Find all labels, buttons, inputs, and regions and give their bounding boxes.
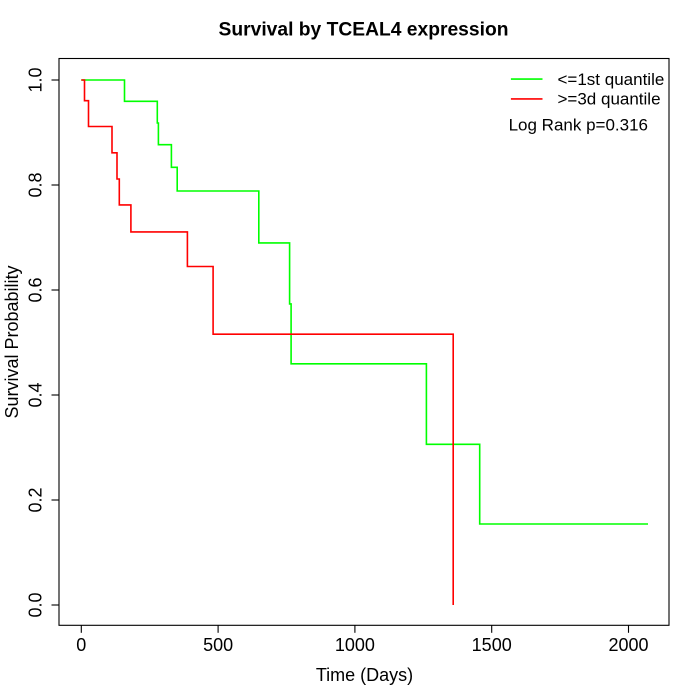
svg-text:1000: 1000 <box>335 635 375 655</box>
svg-text:0: 0 <box>76 635 86 655</box>
svg-text:0.2: 0.2 <box>26 487 46 512</box>
svg-text:Time (Days): Time (Days) <box>316 665 413 685</box>
svg-text:Log Rank p=0.316: Log Rank p=0.316 <box>509 115 648 134</box>
svg-text:1.0: 1.0 <box>26 67 46 92</box>
svg-text:>=3d quantile: >=3d quantile <box>558 89 661 108</box>
svg-text:2000: 2000 <box>608 635 648 655</box>
svg-text:1500: 1500 <box>472 635 512 655</box>
svg-text:Survival Probability: Survival Probability <box>2 265 22 418</box>
svg-text:0.8: 0.8 <box>26 172 46 197</box>
svg-text:<=1st quantile: <=1st quantile <box>558 70 665 89</box>
svg-text:0.4: 0.4 <box>26 382 46 407</box>
svg-text:0.6: 0.6 <box>26 277 46 302</box>
svg-text:0.0: 0.0 <box>26 592 46 617</box>
svg-text:500: 500 <box>203 635 233 655</box>
svg-text:Survival by TCEAL4 expression: Survival by TCEAL4 expression <box>219 19 509 40</box>
